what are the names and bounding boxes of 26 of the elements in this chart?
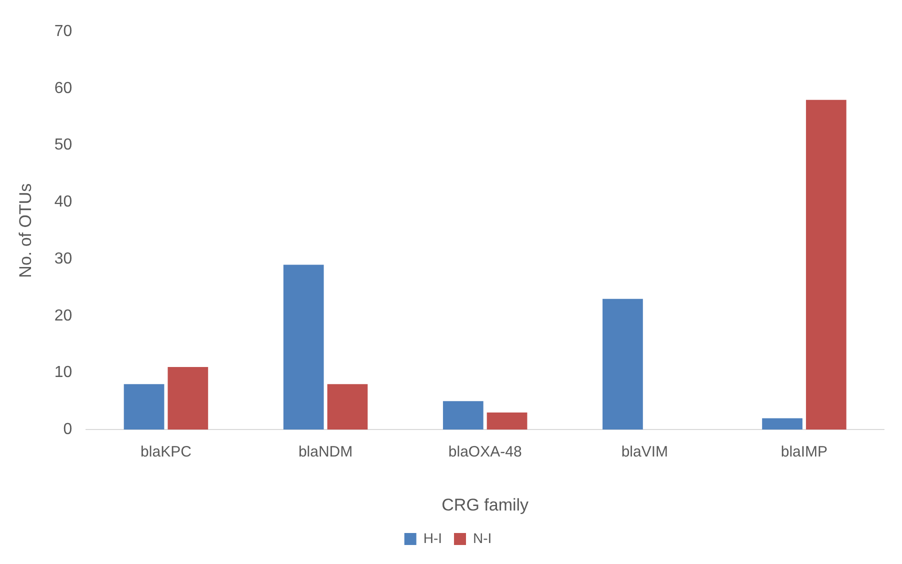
bar [124,384,164,430]
bar [602,298,643,430]
bar [442,401,484,430]
x-tick-label: blaNDM [298,444,353,461]
bar [283,264,324,430]
legend-label: N-I [473,530,492,546]
x-tick-label: blaKPC [140,444,192,461]
bar [327,384,368,430]
x-tick-label: blaIMP [780,444,828,461]
bar [806,100,846,430]
y-tick-label: 60 [54,80,72,97]
x-tick-label: blaOXA-48 [448,444,522,461]
y-tick-label: 30 [54,250,72,268]
y-tick-label: 0 [63,421,72,438]
legend-label: H-I [423,530,442,546]
y-tick-label: 70 [54,23,72,40]
y-tick-label: 10 [54,364,72,382]
bar [168,367,208,430]
bar [486,412,528,430]
y-tick-label: 40 [54,194,72,211]
bar [762,418,802,430]
y-tick-label: 20 [54,307,72,324]
x-axis-title: CRG family [442,495,530,514]
y-axis-title: No. of OTUs [16,183,35,278]
x-tick-label: blaVIM [621,444,668,461]
y-tick-label: 50 [54,136,72,154]
